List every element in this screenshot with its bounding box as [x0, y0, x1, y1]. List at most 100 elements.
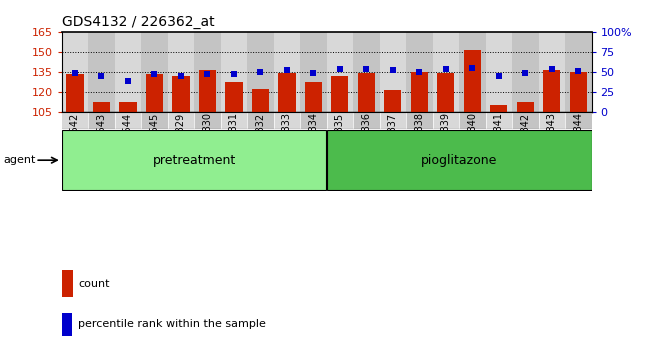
Point [281, 67, 292, 73]
Point [202, 71, 213, 77]
Bar [353, 112, 380, 129]
Point [493, 73, 504, 79]
Bar [141, 112, 168, 129]
Point [441, 67, 451, 72]
Bar [115, 112, 141, 129]
Point [150, 71, 160, 77]
Bar [459, 32, 486, 112]
Bar [332, 76, 348, 112]
Bar [88, 32, 115, 112]
Bar [168, 32, 194, 112]
Text: GSM201837: GSM201837 [388, 113, 398, 172]
Bar [486, 32, 512, 112]
Bar [380, 32, 406, 112]
Bar [88, 112, 115, 129]
Text: GSM201832: GSM201832 [255, 113, 265, 172]
Bar [274, 32, 300, 112]
Text: GSM201838: GSM201838 [414, 113, 424, 171]
Bar [62, 32, 88, 112]
Text: GSM201542: GSM201542 [70, 113, 80, 172]
Point [573, 68, 584, 74]
Bar [120, 102, 136, 112]
Point [414, 69, 424, 75]
Bar [517, 102, 534, 112]
Bar [538, 32, 565, 112]
Bar [538, 112, 565, 129]
Text: agent: agent [3, 155, 36, 165]
Bar [300, 112, 327, 129]
Point [520, 70, 530, 76]
Bar [433, 32, 459, 112]
Bar [512, 112, 538, 129]
Bar [62, 270, 73, 297]
Bar [252, 89, 269, 112]
Bar [326, 112, 353, 129]
Point [255, 69, 266, 75]
Point [387, 67, 398, 73]
Text: pioglitazone: pioglitazone [421, 154, 497, 167]
Bar [353, 32, 380, 112]
Bar [66, 74, 84, 112]
Point [335, 67, 345, 72]
Bar [146, 74, 163, 112]
Bar [565, 112, 592, 129]
Bar [93, 102, 110, 112]
Text: GSM201835: GSM201835 [335, 113, 345, 172]
Text: GSM201543: GSM201543 [96, 113, 107, 172]
Text: GSM201545: GSM201545 [150, 113, 159, 172]
Bar [490, 105, 508, 112]
Bar [62, 112, 88, 129]
Bar [221, 32, 247, 112]
Point [229, 71, 239, 77]
Bar [380, 112, 406, 129]
Bar [141, 32, 168, 112]
Text: GSM201544: GSM201544 [123, 113, 133, 172]
Text: count: count [78, 279, 109, 289]
Bar [168, 112, 194, 129]
Text: GSM201829: GSM201829 [176, 113, 186, 172]
Text: pretreatment: pretreatment [153, 154, 236, 167]
Bar [274, 112, 300, 129]
Bar [459, 112, 486, 129]
Bar [437, 73, 454, 112]
FancyBboxPatch shape [62, 131, 326, 190]
Point [123, 79, 133, 84]
Text: GSM201842: GSM201842 [520, 113, 530, 172]
Bar [305, 82, 322, 112]
Bar [512, 32, 538, 112]
Point [361, 67, 372, 72]
Text: GSM201836: GSM201836 [361, 113, 371, 171]
FancyBboxPatch shape [328, 131, 592, 190]
Text: GSM201841: GSM201841 [494, 113, 504, 171]
Bar [406, 112, 433, 129]
Bar [247, 112, 274, 129]
Point [467, 66, 478, 72]
Bar [221, 112, 247, 129]
Bar [172, 76, 190, 112]
Text: GSM201844: GSM201844 [573, 113, 583, 171]
Bar [411, 72, 428, 112]
Bar [62, 313, 72, 336]
Bar [326, 32, 353, 112]
Bar [406, 32, 433, 112]
Bar [115, 32, 141, 112]
Bar [194, 32, 221, 112]
Point [96, 73, 107, 79]
Point [547, 67, 557, 72]
Text: GSM201840: GSM201840 [467, 113, 477, 171]
Bar [300, 32, 327, 112]
Text: GSM201843: GSM201843 [547, 113, 557, 171]
Bar [194, 112, 221, 129]
Bar [565, 32, 592, 112]
Point [176, 73, 186, 79]
Bar [199, 70, 216, 112]
Bar [463, 50, 481, 112]
Bar [226, 82, 242, 112]
Text: GSM201833: GSM201833 [282, 113, 292, 171]
Bar [278, 73, 296, 112]
Text: GSM201830: GSM201830 [202, 113, 213, 171]
Text: GDS4132 / 226362_at: GDS4132 / 226362_at [62, 16, 214, 29]
Bar [433, 112, 459, 129]
Bar [247, 32, 274, 112]
Bar [569, 72, 587, 112]
